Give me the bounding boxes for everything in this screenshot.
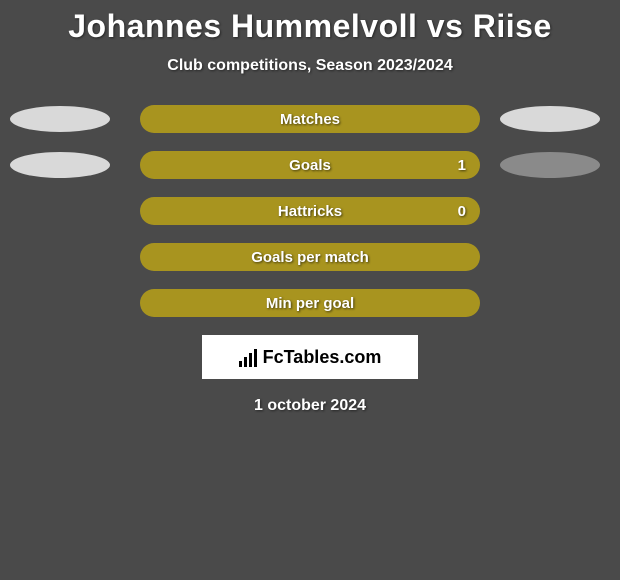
stat-value: 0 bbox=[458, 203, 466, 220]
vs-separator: vs bbox=[427, 8, 464, 44]
player2-name: Riise bbox=[473, 8, 552, 44]
player1-ellipse bbox=[10, 106, 110, 132]
player2-ellipse bbox=[500, 106, 600, 132]
player1-name: Johannes Hummelvoll bbox=[68, 8, 417, 44]
stat-row: Min per goal bbox=[0, 289, 620, 317]
stat-label: Min per goal bbox=[266, 295, 354, 312]
logo-text: FcTables.com bbox=[263, 347, 382, 368]
stat-row: Goals 1 bbox=[0, 151, 620, 179]
stat-label: Matches bbox=[280, 111, 340, 128]
stat-label: Hattricks bbox=[278, 203, 342, 220]
player2-ellipse bbox=[500, 152, 600, 178]
stat-bar: Hattricks 0 bbox=[140, 197, 480, 225]
stat-row: Goals per match bbox=[0, 243, 620, 271]
stat-value: 1 bbox=[458, 157, 466, 174]
date: 1 october 2024 bbox=[254, 397, 366, 415]
stat-label: Goals bbox=[289, 157, 331, 174]
stat-row: Hattricks 0 bbox=[0, 197, 620, 225]
logo-box: FcTables.com bbox=[202, 335, 418, 379]
stat-bar: Goals per match bbox=[140, 243, 480, 271]
chart-icon bbox=[239, 347, 257, 367]
comparison-card: Johannes Hummelvoll vs Riise Club compet… bbox=[0, 0, 620, 415]
subtitle: Club competitions, Season 2023/2024 bbox=[167, 57, 452, 75]
stat-bar: Matches bbox=[140, 105, 480, 133]
stat-label: Goals per match bbox=[251, 249, 369, 266]
comparison-title: Johannes Hummelvoll vs Riise bbox=[68, 8, 552, 45]
stat-bar: Goals 1 bbox=[140, 151, 480, 179]
stat-row: Matches bbox=[0, 105, 620, 133]
player1-ellipse bbox=[10, 152, 110, 178]
stat-bar: Min per goal bbox=[140, 289, 480, 317]
stats-list: Matches Goals 1 Hattricks 0 Goals per match Mi… bbox=[0, 105, 620, 317]
